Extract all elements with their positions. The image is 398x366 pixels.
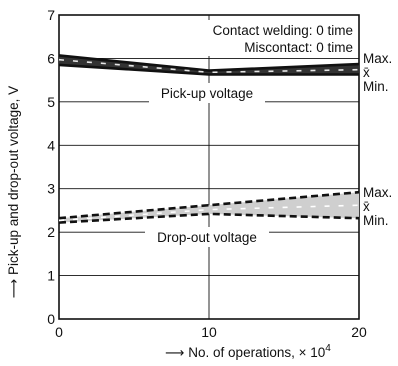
y-axis-arrow: ⟶: [6, 275, 21, 298]
x-axis-title: ⟶ No. of operations, × 104: [165, 343, 331, 360]
line-layer: [58, 54, 360, 224]
x-axis-exponent: 4: [325, 343, 331, 354]
annotation-contact-welding: Contact welding: 0 time: [213, 23, 353, 38]
series-label-pickup: Pick-up voltage: [161, 86, 253, 101]
stat-label-dropout-mean: x̄: [363, 199, 370, 214]
x-tick-label: 20: [351, 324, 367, 340]
grid-layer: [58, 14, 360, 320]
annotation-miscontact: Miscontact: 0 time: [244, 40, 353, 55]
dropout-label-bg: [145, 227, 269, 247]
y-tick-label: 6: [47, 50, 55, 66]
y-tick-label: 4: [47, 137, 55, 153]
x-axis-arrow: ⟶: [165, 345, 188, 360]
x-tick-label: 0: [55, 324, 63, 340]
stat-label-pickup-mean: x̄: [363, 65, 370, 80]
y-axis-label: Pick-up and drop-out voltage, V: [6, 86, 21, 275]
series-line-dropout-min: [58, 212, 360, 224]
y-tick-label: 5: [47, 94, 55, 110]
series-label-dropout: Drop-out voltage: [157, 230, 257, 245]
y-tick-label: 0: [47, 311, 55, 327]
pickup-label-bg: [149, 83, 265, 103]
stat-label-pickup-min: Min.: [363, 79, 389, 94]
y-tick-label: 2: [47, 224, 55, 240]
x-tick-label: 10: [201, 324, 217, 340]
y-tick-label: 3: [47, 181, 55, 197]
x-axis-label: No. of operations, × 10: [188, 345, 325, 360]
y-tick-label: 7: [47, 7, 55, 23]
series-line-dropout-max: [58, 190, 360, 220]
tick-layer: 0 1 2 3 4 5 6 7 0 10 20: [47, 7, 367, 340]
stat-label-dropout-max: Max.: [363, 185, 392, 200]
y-axis-arrow-text: ⟶ Pick-up and drop-out voltage, V: [6, 86, 21, 298]
stat-label-pickup-max: Max.: [363, 51, 392, 66]
series-line-pickup-max: [58, 54, 360, 72]
series-band-pickup: [59, 55, 359, 75]
stat-label-dropout-min: Min.: [363, 213, 389, 228]
y-tick-label: 1: [47, 268, 55, 284]
series-line-pickup-min: [58, 63, 359, 76]
y-axis-title: ⟶ Pick-up and drop-out voltage, V: [6, 86, 21, 298]
annotation-box: [186, 20, 356, 56]
